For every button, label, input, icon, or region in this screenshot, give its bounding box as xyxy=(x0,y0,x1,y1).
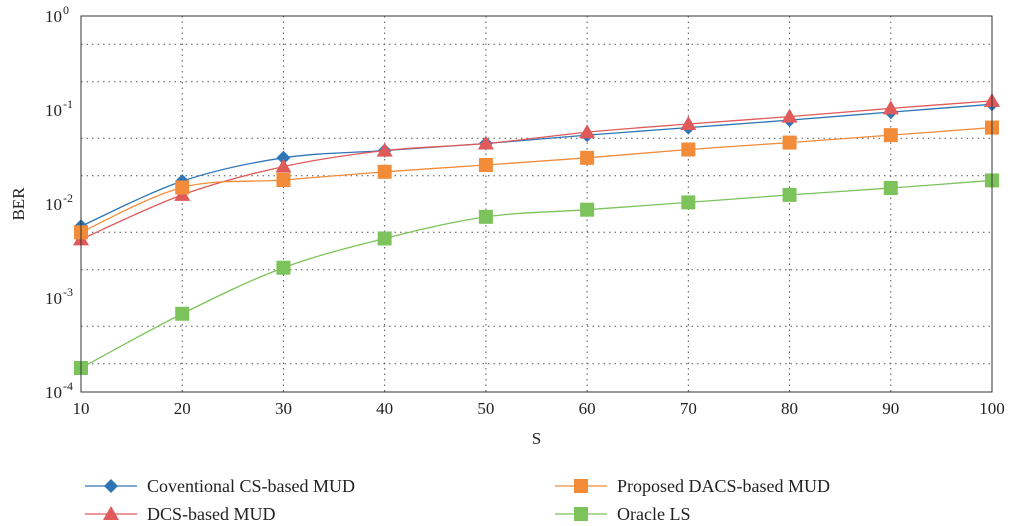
data-point xyxy=(276,260,291,275)
x-tick-label: 80 xyxy=(781,399,798,418)
y-tick-label: 10 xyxy=(45,101,62,120)
x-tick-label: 60 xyxy=(579,399,596,418)
y-tick-label: 10 xyxy=(45,195,62,214)
legend: Coventional CS-based MUD DCS-based MUD Pro… xyxy=(85,476,830,524)
data-point xyxy=(376,142,393,157)
data-point xyxy=(680,115,697,130)
series-line xyxy=(80,179,993,369)
y-tick-label: 10 xyxy=(45,383,62,402)
x-tick-label: 70 xyxy=(680,399,697,418)
data-point xyxy=(377,164,392,179)
data-point xyxy=(782,135,797,150)
y-tick-exponent: 0 xyxy=(63,3,69,17)
legend-marker xyxy=(104,479,118,493)
data-point xyxy=(782,187,797,202)
legend-marker xyxy=(574,507,588,521)
x-tick-label: 40 xyxy=(376,399,393,418)
legend-item: Oracle LS xyxy=(555,504,690,524)
x-tick-label: 50 xyxy=(477,399,494,418)
data-point xyxy=(276,150,291,165)
series-line xyxy=(80,103,993,227)
data-point xyxy=(377,231,392,246)
y-tick-label: 10 xyxy=(45,289,62,308)
legend-label: Proposed DACS-based MUD xyxy=(617,476,830,496)
data-point xyxy=(478,209,493,224)
data-point xyxy=(883,180,898,195)
data-point xyxy=(477,135,494,150)
x-tick-label: 90 xyxy=(882,399,899,418)
y-tick-exponent: -4 xyxy=(63,379,73,393)
data-point xyxy=(580,202,595,217)
legend-label: Oracle LS xyxy=(617,504,690,524)
plot-frame xyxy=(80,15,993,393)
data-point xyxy=(681,142,696,157)
x-tick-label: 20 xyxy=(174,399,191,418)
data-point xyxy=(175,180,190,195)
y-tick-exponent: -3 xyxy=(63,285,73,299)
data-point xyxy=(681,195,696,210)
data-point xyxy=(276,173,291,188)
data-point xyxy=(579,124,596,139)
data-point xyxy=(275,158,292,173)
data-point xyxy=(175,306,190,321)
y-tick-exponent: -2 xyxy=(63,191,73,205)
x-tick-label: 30 xyxy=(275,399,292,418)
series-1 xyxy=(73,92,1000,246)
x-tick-label: 100 xyxy=(979,399,1005,418)
series-3 xyxy=(74,173,999,376)
series-line xyxy=(80,126,993,233)
data-point xyxy=(883,128,898,143)
legend-item: DCS-based MUD xyxy=(85,504,276,524)
y-tick-label: 10 xyxy=(45,7,62,26)
legend-marker xyxy=(574,479,588,493)
data-point xyxy=(882,100,899,115)
series-lines xyxy=(73,92,1000,376)
legend-marker xyxy=(103,506,119,520)
x-tick-label: 10 xyxy=(73,399,90,418)
legend-label: DCS-based MUD xyxy=(147,504,276,524)
grid-lines xyxy=(81,16,992,392)
legend-item: Coventional CS-based MUD xyxy=(85,476,355,496)
data-point xyxy=(478,157,493,172)
data-point xyxy=(781,108,798,123)
legend-label: Coventional CS-based MUD xyxy=(147,476,355,496)
legend-item: Proposed DACS-based MUD xyxy=(555,476,830,496)
y-axis-label: BER xyxy=(9,187,28,221)
series-line xyxy=(80,100,993,241)
x-axis-label: S xyxy=(532,429,541,448)
y-tick-exponent: -1 xyxy=(63,97,73,111)
data-point xyxy=(580,150,595,165)
